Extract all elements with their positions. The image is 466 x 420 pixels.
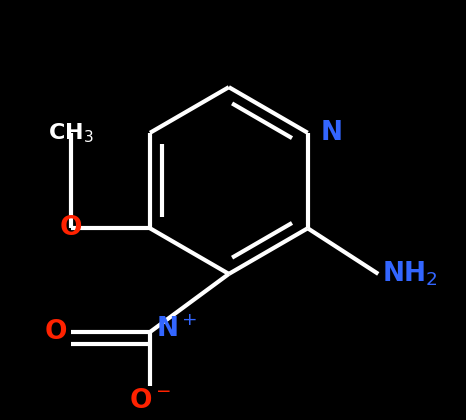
- Text: O$^-$: O$^-$: [129, 388, 171, 414]
- Text: NH$_2$: NH$_2$: [383, 260, 438, 288]
- Text: CH$_3$: CH$_3$: [48, 121, 94, 144]
- Text: N: N: [320, 120, 342, 146]
- Text: O: O: [44, 319, 67, 345]
- Text: O: O: [60, 215, 82, 241]
- Text: N$^+$: N$^+$: [156, 317, 198, 343]
